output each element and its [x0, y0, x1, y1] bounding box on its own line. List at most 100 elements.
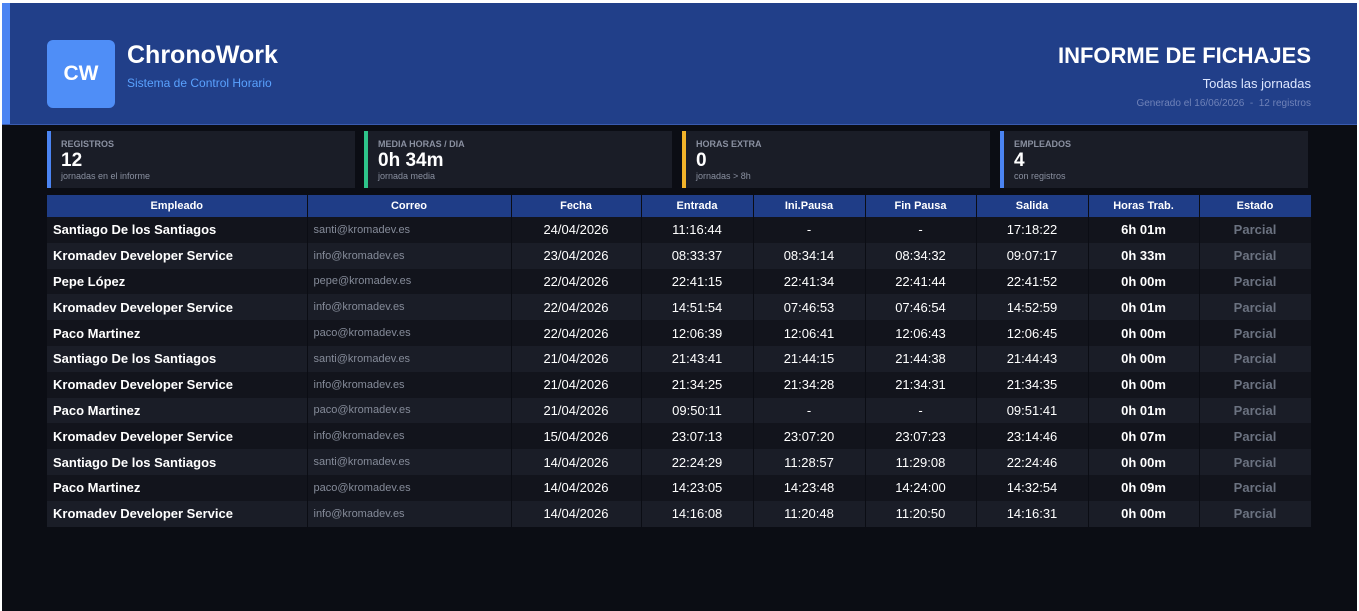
- column-header: Fin Pausa: [865, 195, 977, 217]
- table-cell: 0h 07m: [1088, 423, 1200, 450]
- table-cell: Parcial: [1199, 397, 1312, 424]
- table-cell: -: [865, 397, 977, 424]
- table-row: Paco Martinez paco@kromadev.es 21/04/2026 0…: [47, 397, 1312, 424]
- table-cell: 08:34:14: [753, 242, 866, 269]
- table-cell: Kromadev Developer Service: [47, 500, 308, 527]
- table-cell: 21:43:41: [641, 345, 754, 372]
- table-row: Santiago De los Santiagos santi@kromadev.…: [47, 449, 1312, 475]
- brand-name: ChronoWork: [127, 41, 278, 69]
- table-cell: Parcial: [1199, 423, 1312, 450]
- table-cell: 23:14:46: [976, 423, 1089, 450]
- table-cell: 14:16:31: [976, 500, 1089, 527]
- table-cell: Parcial: [1199, 217, 1312, 243]
- column-header: Fecha: [511, 195, 642, 217]
- table-cell: 23:07:13: [641, 423, 754, 450]
- table-cell: 21:34:31: [865, 371, 977, 398]
- column-header: Estado: [1199, 195, 1312, 217]
- stat-value: 4: [1014, 150, 1025, 171]
- table-cell: 11:20:48: [753, 500, 866, 527]
- column-header: Ini.Pausa: [753, 195, 866, 217]
- table-cell: Santiago De los Santiagos: [47, 345, 308, 372]
- table-cell: 21:44:15: [753, 345, 866, 372]
- table-cell: 11:20:50: [865, 500, 977, 527]
- table-cell: 07:46:54: [865, 294, 977, 321]
- table-cell: 12:06:45: [976, 320, 1089, 346]
- table-cell: 0h 09m: [1088, 474, 1200, 501]
- table-cell: 22:24:29: [641, 449, 754, 475]
- table-cell: 11:29:08: [865, 449, 977, 475]
- table-cell: santi@kromadev.es: [307, 345, 512, 372]
- table-cell: 23/04/2026: [511, 242, 642, 269]
- table-cell: 21:44:43: [976, 345, 1089, 372]
- table-cell: Kromadev Developer Service: [47, 423, 308, 450]
- table-cell: 0h 01m: [1088, 294, 1200, 321]
- report-subtitle: Todas las jornadas: [1202, 76, 1311, 91]
- header-row: Empleado Correo Fecha Entrada Ini.Pausa Fin P…: [47, 195, 1312, 217]
- column-header: Salida: [976, 195, 1089, 217]
- stat-card: Registros 12 jornadas en el informe: [47, 131, 355, 188]
- table-cell: 22:41:34: [753, 268, 866, 295]
- table-cell: Parcial: [1199, 474, 1312, 501]
- table-cell: Kromadev Developer Service: [47, 242, 308, 269]
- table-cell: Paco Martinez: [47, 474, 308, 501]
- table-cell: 6h 01m: [1088, 217, 1200, 243]
- table-cell: 12:06:43: [865, 320, 977, 346]
- table-cell: 07:46:53: [753, 294, 866, 321]
- table-cell: paco@kromadev.es: [307, 397, 512, 424]
- table-cell: Santiago De los Santiagos: [47, 217, 308, 243]
- table-cell: 24/04/2026: [511, 217, 642, 243]
- stat-label: Horas Extra: [696, 139, 762, 149]
- table-cell: 23:07:23: [865, 423, 977, 450]
- table-cell: 0h 00m: [1088, 268, 1200, 295]
- table-cell: 21:34:28: [753, 371, 866, 398]
- header: CW ChronoWork Sistema de Control Horario…: [2, 3, 1357, 125]
- stat-card: Media Horas / Dia 0h 34m jornada media: [364, 131, 672, 188]
- table-cell: 21/04/2026: [511, 345, 642, 372]
- table-cell: 15/04/2026: [511, 423, 642, 450]
- logo: CW: [47, 40, 115, 108]
- table-cell: Parcial: [1199, 242, 1312, 269]
- table-cell: 11:16:44: [641, 217, 754, 243]
- table-cell: Parcial: [1199, 294, 1312, 321]
- table-cell: Parcial: [1199, 268, 1312, 295]
- table-cell: Parcial: [1199, 371, 1312, 398]
- table-cell: Kromadev Developer Service: [47, 371, 308, 398]
- table-cell: pepe@kromadev.es: [307, 268, 512, 295]
- column-header: Entrada: [641, 195, 754, 217]
- table-cell: 17:18:22: [976, 217, 1089, 243]
- column-header: Horas Trab.: [1088, 195, 1200, 217]
- table-cell: 14:52:59: [976, 294, 1089, 321]
- report-title: INFORME DE FICHAJES: [1057, 43, 1311, 68]
- table-cell: -: [753, 217, 866, 243]
- table-row: Kromadev Developer Service info@kromadev.…: [47, 423, 1312, 450]
- table-cell: 0h 00m: [1088, 449, 1200, 475]
- table-cell: 14:51:54: [641, 294, 754, 321]
- table-cell: 09:07:17: [976, 242, 1089, 269]
- table-cell: 14:16:08: [641, 500, 754, 527]
- table-cell: Parcial: [1199, 345, 1312, 372]
- table-cell: Parcial: [1199, 500, 1312, 527]
- stat-sub: con registros: [1014, 171, 1066, 181]
- stat-sub: jornadas en el informe: [61, 171, 151, 181]
- table-cell: 09:50:11: [641, 397, 754, 424]
- table-cell: 14/04/2026: [511, 474, 642, 501]
- table-cell: 21/04/2026: [511, 397, 642, 424]
- stat-card: Horas Extra 0 jornadas > 8h: [682, 131, 990, 188]
- table-cell: info@kromadev.es: [307, 294, 512, 321]
- column-header: Empleado: [47, 195, 308, 217]
- stat-card: Empleados 4 con registros: [1000, 131, 1308, 188]
- table-cell: 22:41:44: [865, 268, 977, 295]
- table-cell: Kromadev Developer Service: [47, 294, 308, 321]
- table-row: Paco Martinez paco@kromadev.es 14/04/2026 1…: [47, 474, 1312, 501]
- table-cell: Paco Martinez: [47, 320, 308, 346]
- table-cell: info@kromadev.es: [307, 423, 512, 450]
- table-cell: 21:44:38: [865, 345, 977, 372]
- table-cell: 0h 00m: [1088, 345, 1200, 372]
- table-cell: 14:24:00: [865, 474, 977, 501]
- stat-label: Media Horas / Dia: [378, 139, 465, 149]
- stat-value: 12: [61, 150, 83, 171]
- table-cell: -: [865, 217, 977, 243]
- table-cell: Parcial: [1199, 449, 1312, 475]
- stat-sub: jornada media: [378, 171, 436, 181]
